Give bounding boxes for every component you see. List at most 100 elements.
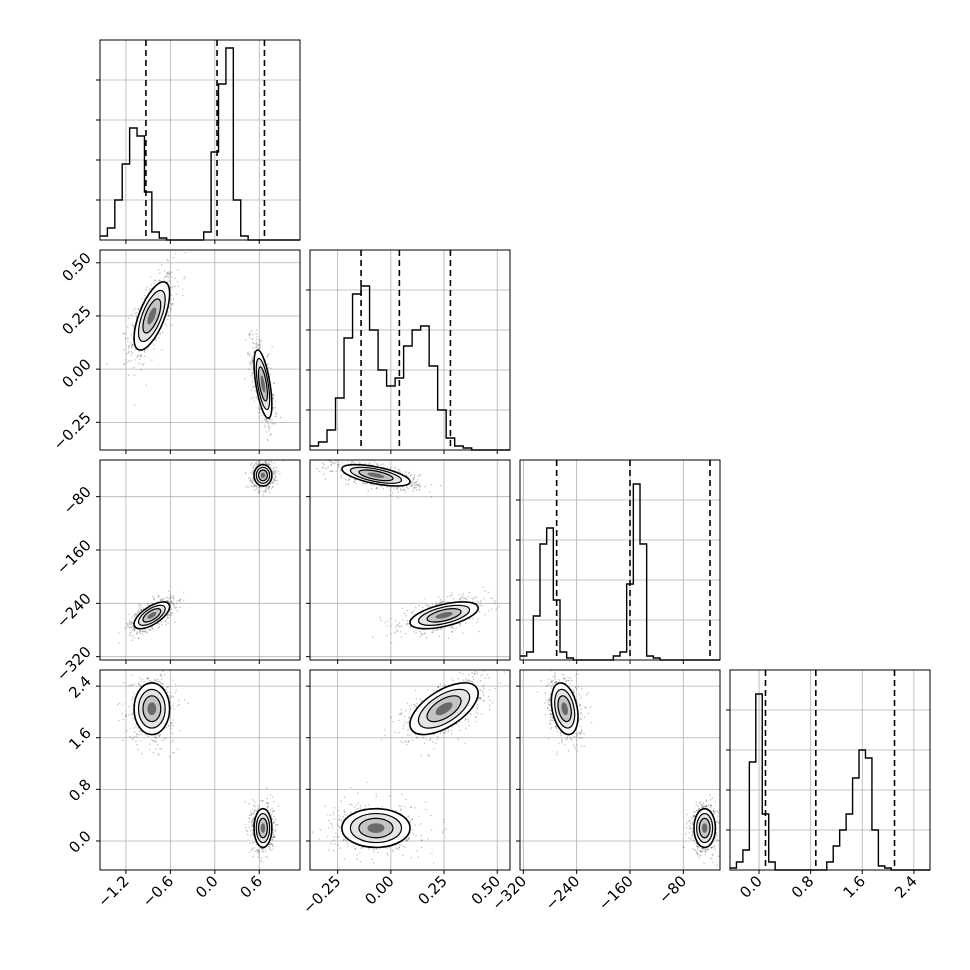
sample-point bbox=[255, 346, 257, 349]
sample-point bbox=[250, 363, 252, 365]
sample-point bbox=[264, 424, 266, 427]
sample-point bbox=[255, 332, 258, 335]
sample-point bbox=[251, 380, 254, 383]
sample-point bbox=[121, 703, 124, 705]
sample-point bbox=[131, 343, 133, 346]
sample-point bbox=[415, 486, 418, 489]
sample-point bbox=[459, 625, 461, 627]
scatter-1-0 bbox=[106, 252, 282, 442]
sample-point bbox=[335, 470, 337, 472]
sample-point bbox=[167, 314, 170, 317]
sample-point bbox=[396, 624, 399, 626]
sample-point bbox=[133, 692, 136, 695]
sample-point bbox=[255, 344, 258, 347]
sample-point bbox=[413, 476, 416, 479]
sample-point bbox=[476, 602, 478, 605]
sample-point bbox=[159, 681, 162, 684]
sample-point bbox=[128, 713, 130, 716]
sample-point bbox=[439, 601, 442, 603]
sample-point bbox=[121, 712, 124, 715]
sample-point bbox=[268, 486, 270, 488]
sample-point bbox=[157, 269, 160, 271]
sample-point bbox=[273, 471, 276, 473]
sample-point bbox=[184, 252, 187, 254]
sample-point bbox=[170, 731, 172, 734]
sample-point bbox=[168, 611, 171, 613]
sample-point bbox=[250, 397, 253, 400]
sample-point bbox=[250, 848, 253, 851]
sample-point bbox=[487, 591, 489, 594]
sample-point bbox=[424, 485, 427, 488]
sample-point bbox=[245, 485, 247, 488]
sample-point bbox=[250, 374, 253, 377]
sample-point bbox=[170, 601, 173, 604]
sample-point bbox=[133, 735, 136, 738]
sample-point bbox=[149, 743, 151, 745]
sample-point bbox=[162, 277, 165, 280]
sample-point bbox=[256, 486, 258, 488]
sample-point bbox=[153, 279, 156, 281]
sample-point bbox=[270, 461, 273, 464]
sample-point bbox=[472, 618, 474, 620]
sample-point bbox=[139, 677, 141, 679]
sample-point bbox=[435, 603, 437, 606]
sample-point bbox=[167, 271, 170, 273]
sample-point bbox=[130, 360, 132, 362]
sample-point bbox=[139, 358, 141, 360]
sample-point bbox=[127, 340, 129, 342]
sample-point bbox=[265, 460, 268, 462]
sample-point bbox=[268, 491, 271, 494]
sample-point bbox=[140, 368, 143, 371]
sample-point bbox=[249, 331, 252, 334]
sample-point bbox=[440, 484, 442, 487]
sample-point bbox=[166, 614, 169, 616]
sample-point bbox=[257, 856, 260, 858]
sample-point bbox=[126, 624, 129, 626]
sample-point bbox=[257, 406, 260, 408]
sample-point bbox=[130, 623, 133, 626]
sample-point bbox=[273, 462, 275, 464]
sample-point bbox=[124, 337, 127, 340]
sample-point bbox=[268, 463, 271, 466]
sample-point bbox=[161, 683, 164, 685]
sample-point bbox=[459, 599, 461, 601]
sample-point bbox=[272, 394, 274, 396]
sample-point bbox=[128, 619, 131, 622]
sample-point bbox=[258, 340, 261, 342]
sample-point bbox=[467, 595, 469, 598]
sample-point bbox=[174, 277, 176, 280]
sample-point bbox=[435, 602, 438, 604]
sample-point bbox=[146, 677, 149, 680]
sample-point bbox=[461, 632, 464, 634]
sample-point bbox=[172, 679, 174, 681]
sample-point bbox=[415, 481, 417, 484]
sample-point bbox=[153, 739, 156, 742]
sample-point bbox=[421, 634, 423, 636]
sample-point bbox=[176, 705, 179, 707]
sample-point bbox=[136, 613, 138, 615]
sample-point bbox=[149, 679, 151, 682]
sample-point bbox=[431, 631, 433, 633]
sample-point bbox=[267, 425, 269, 428]
sample-point bbox=[261, 861, 264, 863]
sample-point bbox=[166, 271, 169, 274]
sample-point bbox=[330, 464, 333, 466]
sample-point bbox=[390, 633, 392, 635]
sample-point bbox=[267, 460, 270, 463]
sample-point bbox=[274, 412, 277, 414]
sample-point bbox=[414, 606, 417, 609]
sample-point bbox=[162, 599, 164, 601]
sample-point bbox=[269, 373, 272, 376]
sample-point bbox=[176, 610, 179, 612]
sample-point bbox=[418, 488, 421, 491]
sample-point bbox=[476, 618, 479, 620]
sample-point bbox=[274, 474, 276, 477]
sample-point bbox=[153, 347, 156, 350]
sample-point bbox=[412, 478, 414, 480]
sample-point bbox=[132, 626, 135, 628]
sample-point bbox=[389, 489, 392, 492]
sample-point bbox=[377, 464, 380, 467]
sample-point bbox=[259, 489, 261, 492]
sample-point bbox=[396, 488, 398, 490]
sample-point bbox=[267, 439, 269, 442]
